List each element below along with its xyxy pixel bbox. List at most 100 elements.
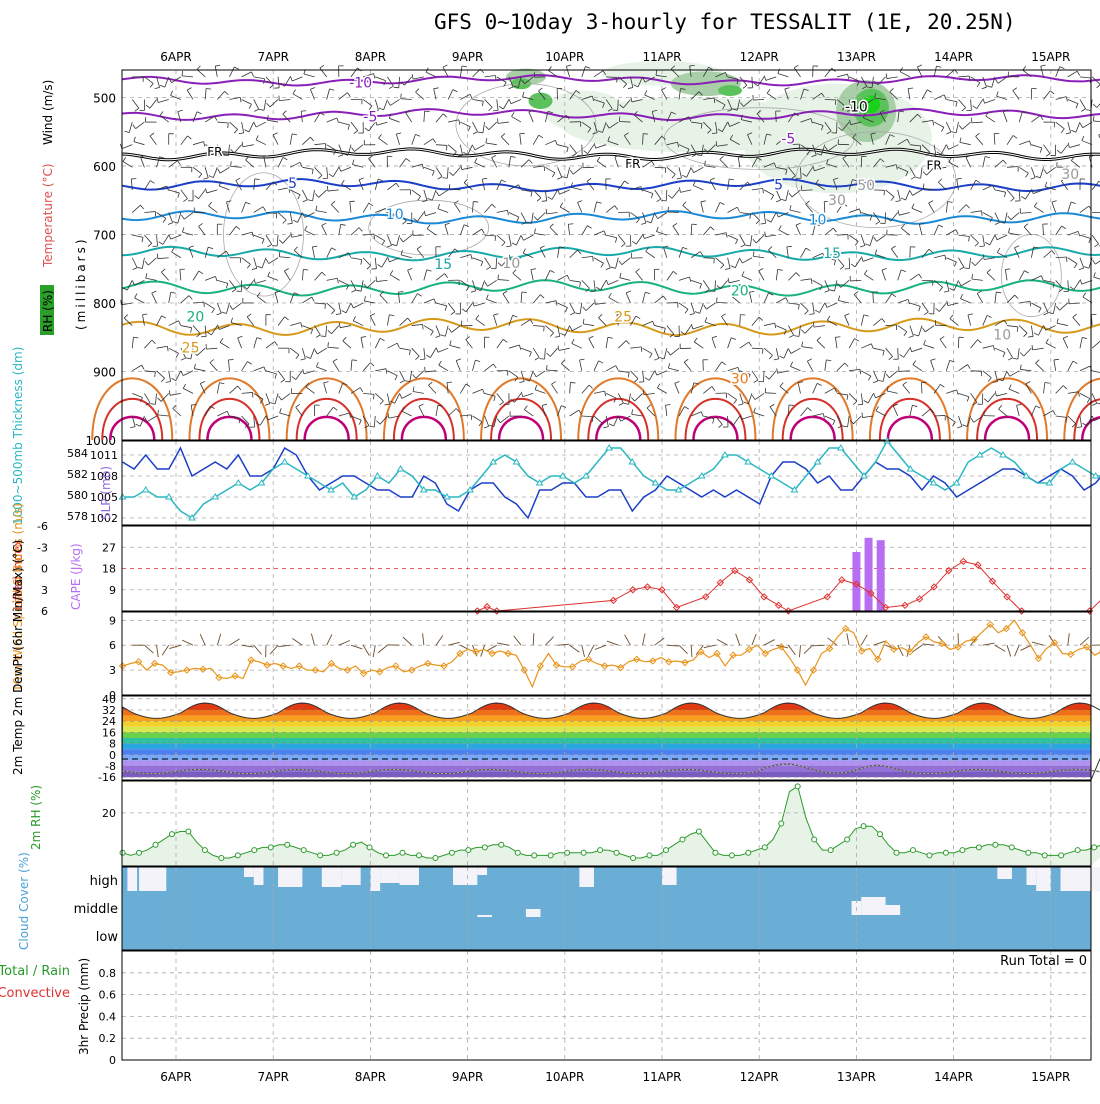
wind-barb xyxy=(220,167,229,173)
rh2m-point xyxy=(878,832,883,837)
wind-barb xyxy=(570,280,581,282)
wind-barb xyxy=(320,68,327,77)
wind-barb xyxy=(980,246,985,247)
wind10-barb xyxy=(403,637,412,645)
wind-barb xyxy=(373,394,374,399)
wind-barb xyxy=(363,203,369,212)
wind-barb xyxy=(1007,190,1014,198)
wind-barb xyxy=(352,160,353,165)
wind-barb xyxy=(476,315,479,319)
wind-barb xyxy=(1056,257,1067,258)
wind-barb xyxy=(704,305,707,309)
temp-color-band xyxy=(122,704,1091,710)
wind-barb xyxy=(436,274,445,281)
wind-barb xyxy=(219,186,229,190)
wind-barb xyxy=(1015,246,1020,248)
wind-barb xyxy=(1008,216,1011,220)
wind-barb xyxy=(946,258,956,262)
bottom-date-label: 7APR xyxy=(257,1070,288,1084)
wind-barb xyxy=(668,363,669,368)
wind-barb xyxy=(439,365,448,371)
wind-barb xyxy=(150,136,157,145)
wind-barb xyxy=(432,190,436,200)
isotherm-loop xyxy=(499,417,543,440)
wind-barb xyxy=(666,405,667,416)
contour-label: 30 xyxy=(828,193,846,209)
cape-axis-label: CAPE (J/kg) xyxy=(69,543,83,610)
rh2m-point xyxy=(762,845,767,850)
wind-barb xyxy=(833,420,835,425)
contour-label: 5 xyxy=(288,176,297,192)
cloud-axis-label: Cloud Cover (%) xyxy=(17,852,31,950)
wind-barb xyxy=(801,279,812,281)
wind-barb xyxy=(988,393,995,402)
wind-barb xyxy=(778,269,783,270)
chart-title: GFS 0~10day 3-hourly for TESSALIT (1E, 2… xyxy=(434,10,1016,34)
wind-barb xyxy=(971,99,972,110)
wind-barb xyxy=(173,409,181,417)
wind-barb xyxy=(209,176,214,178)
wind-barb xyxy=(969,258,970,269)
wind-barb xyxy=(594,416,602,423)
wind-barb xyxy=(281,380,285,383)
wind-barb xyxy=(597,157,600,161)
wind-barb xyxy=(580,360,582,371)
wind-barb xyxy=(1013,135,1017,138)
wind-barb xyxy=(339,224,341,235)
wind-barb xyxy=(1030,178,1035,180)
rh2m-point xyxy=(861,824,866,829)
wind-barb xyxy=(413,375,416,379)
wind-barb xyxy=(387,235,391,245)
wind-barb xyxy=(906,190,910,200)
wind-barb xyxy=(284,268,288,271)
wind-barb xyxy=(619,403,623,405)
wind-barb xyxy=(169,348,179,353)
wind-barb xyxy=(148,243,152,246)
wind-barb xyxy=(144,235,151,243)
wind-barb xyxy=(995,190,1006,192)
wind-barb xyxy=(776,326,786,330)
wind-barb xyxy=(327,248,332,258)
wind-barb xyxy=(460,66,462,77)
wind-barb xyxy=(645,292,650,293)
wind-barb xyxy=(968,315,971,326)
wind-barb xyxy=(280,408,282,413)
wind-barb xyxy=(1080,206,1089,212)
wind-barb xyxy=(336,314,341,315)
wind-barb xyxy=(343,337,346,341)
wind10-barb xyxy=(643,633,645,645)
wind-barb xyxy=(722,362,726,365)
wind-barb xyxy=(325,304,326,309)
wind-barb xyxy=(181,190,188,199)
wind-barb xyxy=(339,167,341,172)
wind-barb xyxy=(626,291,631,293)
cloud-clear-cell xyxy=(1036,867,1051,891)
wind-barb xyxy=(182,76,193,77)
cloud-clear-cell xyxy=(1061,867,1100,891)
wind-barb xyxy=(354,131,358,134)
wind-barb xyxy=(790,205,791,210)
wind-barb xyxy=(445,225,448,236)
wind-barb xyxy=(605,391,606,396)
wind-barb xyxy=(630,371,638,379)
wind-barb xyxy=(400,348,411,350)
wind-barb xyxy=(776,269,778,280)
wind-barb xyxy=(764,76,765,81)
wind-barb xyxy=(1080,123,1082,127)
wind-barb xyxy=(572,344,582,349)
wind-barb xyxy=(890,88,894,91)
wind-barb xyxy=(873,371,877,381)
wind-barb xyxy=(293,94,302,100)
wind-barb xyxy=(226,251,229,255)
wind-barb xyxy=(558,346,559,351)
wind-barb xyxy=(357,68,361,71)
wind-barb xyxy=(567,167,570,178)
wind-barb xyxy=(187,88,191,91)
wind-barb xyxy=(837,363,845,371)
wind-barb xyxy=(917,65,922,67)
wind-barb xyxy=(923,184,924,189)
wind-barb xyxy=(226,283,228,288)
wind-barb xyxy=(636,269,640,272)
cloud-clear-cell xyxy=(341,867,360,885)
wind-barb xyxy=(1040,148,1042,153)
